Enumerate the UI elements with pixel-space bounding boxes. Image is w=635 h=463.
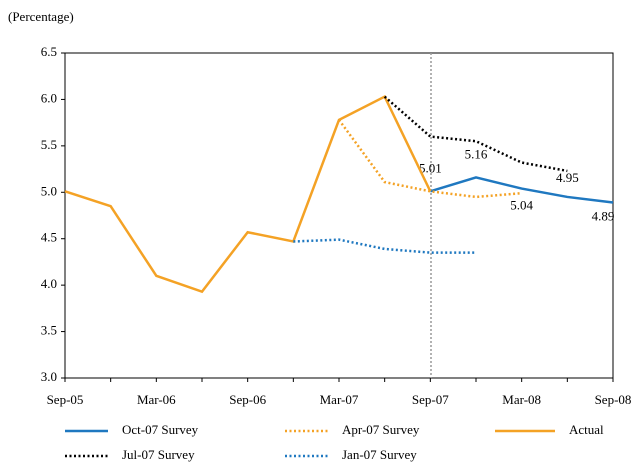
value-label: 5.16 [465,146,488,161]
y-tick-label: 4.0 [41,276,57,291]
x-tick-label: Sep-07 [412,392,449,407]
y-axis-label: (Percentage) [8,9,74,24]
value-label: 4.95 [556,170,579,185]
plot-frame [64,52,614,379]
x-tick-label: Mar-07 [320,392,359,407]
y-tick-label: 6.0 [41,90,57,105]
y-tick-label: 3.5 [41,323,57,338]
series-line [383,95,568,173]
series-line [293,238,476,254]
legend-label: Jan-07 Survey [342,447,417,462]
y-tick-label: 4.5 [41,230,57,245]
legend-label: Oct-07 Survey [122,422,199,437]
x-tick-label: Mar-06 [137,392,176,407]
series-line [429,176,614,204]
y-tick-label: 6.5 [41,44,57,59]
x-tick-label: Sep-08 [595,392,632,407]
legend-label: Actual [569,422,604,437]
y-tick-label: 3.0 [41,369,57,384]
legend-label: Jul-07 Survey [122,447,195,462]
value-label: 5.04 [510,198,533,213]
series-line [64,94,432,294]
value-label: 4.89 [592,208,615,223]
y-tick-label: 5.0 [41,183,57,198]
x-tick-label: Sep-05 [47,392,84,407]
y-tick-label: 5.5 [41,137,57,152]
x-tick-label: Sep-06 [229,392,266,407]
value-label: 5.01 [419,160,442,175]
legend-label: Apr-07 Survey [342,422,420,437]
x-tick-label: Mar-08 [502,392,541,407]
series-line [337,119,522,199]
